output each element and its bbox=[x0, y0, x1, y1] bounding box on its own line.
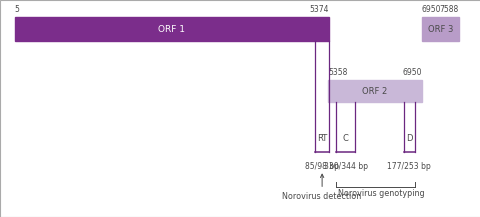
Text: 5374: 5374 bbox=[309, 5, 329, 14]
Text: D: D bbox=[405, 134, 412, 143]
Text: ORF 3: ORF 3 bbox=[427, 25, 452, 34]
Text: 7588: 7588 bbox=[439, 5, 458, 14]
Text: Norovirus detection: Norovirus detection bbox=[282, 174, 361, 201]
Text: ORF 2: ORF 2 bbox=[361, 87, 387, 96]
Text: RT: RT bbox=[316, 134, 326, 143]
Text: 177/253 bp: 177/253 bp bbox=[386, 161, 430, 171]
Text: 6950: 6950 bbox=[420, 5, 440, 14]
Bar bbox=[15, 17, 329, 41]
Text: ORF 1: ORF 1 bbox=[158, 25, 185, 34]
Text: 5: 5 bbox=[15, 5, 20, 14]
Text: 85/98 bp: 85/98 bp bbox=[304, 161, 338, 171]
Bar bbox=[420, 17, 458, 41]
Text: 6950: 6950 bbox=[401, 68, 420, 77]
Text: 5358: 5358 bbox=[328, 68, 347, 77]
Text: C: C bbox=[342, 134, 348, 143]
Text: 330/344 bp: 330/344 bp bbox=[323, 161, 367, 171]
Bar bbox=[328, 80, 420, 102]
Text: Norovirus genotyping: Norovirus genotyping bbox=[338, 189, 424, 198]
